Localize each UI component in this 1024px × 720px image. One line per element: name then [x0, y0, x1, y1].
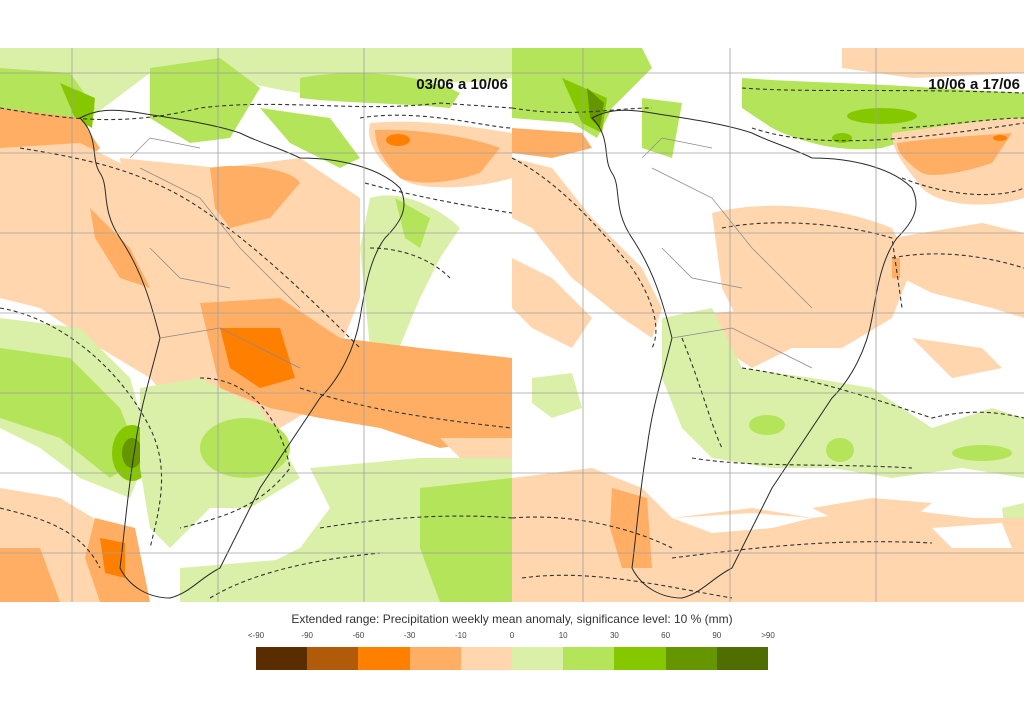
graticule [0, 48, 512, 602]
legend-swatch [716, 647, 769, 670]
graticule [512, 48, 1024, 602]
anomaly-fields [0, 48, 512, 602]
significance-contours [0, 102, 512, 599]
precip-anomaly-map-left [0, 48, 512, 602]
legend-tick-label: -30 [403, 631, 416, 640]
legend-tick-label: 30 [609, 631, 619, 640]
legend-swatch [563, 647, 615, 670]
legend-color-bar [256, 647, 769, 670]
legend-tick-label: 0 [509, 631, 515, 640]
panel-title-week-1: 03/06 a 10/06 [416, 76, 508, 93]
coastlines [79, 109, 405, 599]
significance-contours [512, 87, 1024, 599]
map-panel-week-2: 10/06 a 17/06 [512, 48, 1024, 602]
legend-swatch [460, 647, 513, 670]
legend-tick-label: -60 [352, 631, 365, 640]
legend-tick-label: <-90 [247, 631, 265, 640]
legend-tick-label: 60 [661, 631, 671, 640]
legend-swatch [409, 647, 461, 670]
legend-tick-label: -90 [301, 631, 313, 640]
anomaly-fields [512, 48, 1024, 602]
country-borders [129, 137, 301, 369]
legend-swatch [307, 647, 359, 670]
legend-swatch [665, 647, 717, 670]
legend-tick-labels: <-90 -90 -60 -30 -10 0 10 30 60 90 >90 [248, 631, 775, 643]
coastlines [591, 109, 917, 599]
legend-swatch [614, 647, 666, 670]
precip-anomaly-map-right [512, 48, 1024, 602]
legend-swatch [512, 647, 564, 670]
legend-tick-label: -10 [455, 631, 467, 640]
legend-tick-label: 90 [712, 631, 722, 640]
legend-title: Extended range: Precipitation weekly mea… [291, 612, 733, 626]
map-panel-week-1: 03/06 a 10/06 [0, 48, 512, 602]
panel-title-week-2: 10/06 a 17/06 [928, 76, 1020, 93]
legend-tick-label: >90 [761, 631, 775, 640]
country-borders [641, 137, 813, 369]
legend-swatch [256, 647, 308, 670]
legend-swatch [358, 647, 410, 670]
legend-tick-label: 10 [558, 631, 568, 640]
